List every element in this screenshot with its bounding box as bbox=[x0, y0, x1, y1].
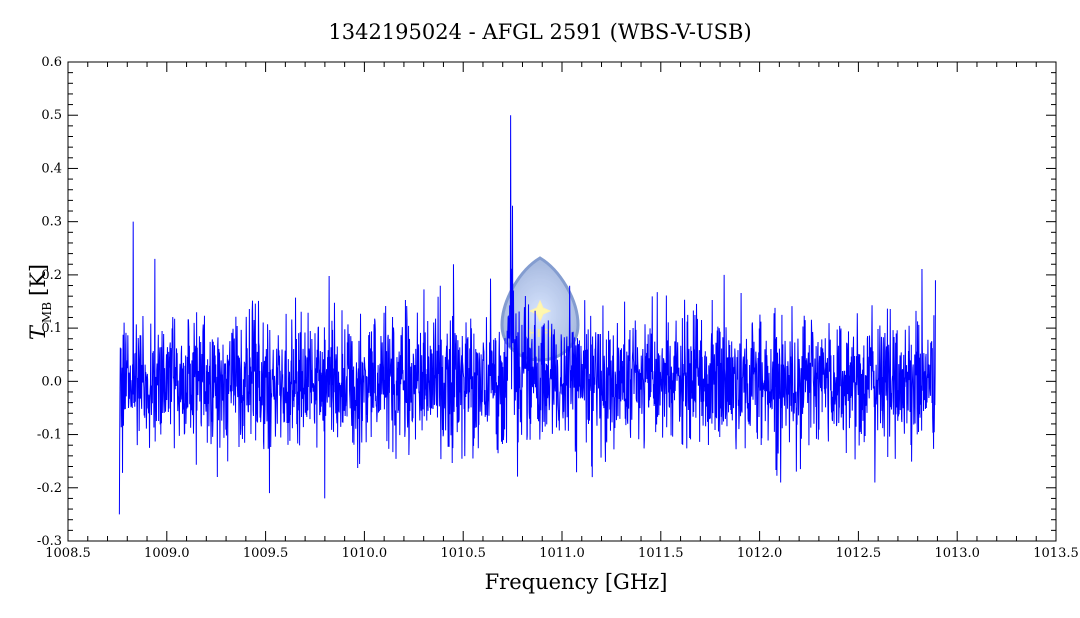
y-tick-label: 0.3 bbox=[41, 215, 62, 230]
y-tick-label: 0.0 bbox=[41, 374, 62, 389]
y-axis-ticks bbox=[68, 61, 1056, 542]
y-tick-label: -0.2 bbox=[37, 481, 62, 496]
y-tick-label: 0.5 bbox=[41, 108, 62, 123]
x-tick-label: 1012.5 bbox=[836, 546, 882, 561]
y-tick-label: 0.6 bbox=[41, 55, 62, 70]
y-tick-label: 0.1 bbox=[41, 321, 62, 336]
x-tick-label: 1012.0 bbox=[737, 546, 783, 561]
y-axis-label: TMB [K] bbox=[26, 264, 54, 340]
y-tick-label: -0.1 bbox=[37, 428, 62, 443]
x-tick-label: 1009.5 bbox=[243, 546, 289, 561]
chart-title: 1342195024 - AFGL 2591 (WBS-V-USB) bbox=[328, 20, 751, 44]
watermark-text: HIFI bbox=[528, 327, 553, 340]
x-tick-label: 1010.0 bbox=[342, 546, 388, 561]
x-tick-label: 1008.5 bbox=[45, 546, 91, 561]
y-tick-label: 0.2 bbox=[41, 268, 62, 283]
y-axis-subscript: MB bbox=[40, 302, 54, 323]
y-axis-tick-labels: -0.3 -0.2 -0.1 0.0 0.1 0.2 0.3 0.4 0.5 0.6 bbox=[37, 55, 62, 549]
x-tick-label: 1011.0 bbox=[539, 546, 585, 561]
x-tick-label: 1009.0 bbox=[144, 546, 190, 561]
x-axis-label: Frequency [GHz] bbox=[485, 570, 668, 594]
x-tick-label: 1013.0 bbox=[934, 546, 980, 561]
y-axis-symbol: T bbox=[26, 324, 50, 340]
y-tick-label: -0.3 bbox=[37, 534, 62, 549]
x-axis-tick-labels: 1008.5 1009.0 1009.5 1010.0 1010.5 1011.0 1011… bbox=[45, 546, 1079, 561]
x-axis-ticks bbox=[67, 62, 1057, 541]
x-tick-label: 1013.5 bbox=[1033, 546, 1079, 561]
x-tick-label: 1010.5 bbox=[440, 546, 486, 561]
spectrum-series-line bbox=[118, 115, 936, 515]
y-axis-unit: [K] bbox=[26, 264, 50, 296]
svg-text:TMB[K]: TMB [K] bbox=[26, 264, 54, 340]
hifi-watermark: HIFI bbox=[500, 256, 580, 362]
watermark-star-icon bbox=[528, 299, 552, 323]
y-tick-label: 0.4 bbox=[41, 161, 62, 176]
x-tick-label: 1011.5 bbox=[638, 546, 684, 561]
